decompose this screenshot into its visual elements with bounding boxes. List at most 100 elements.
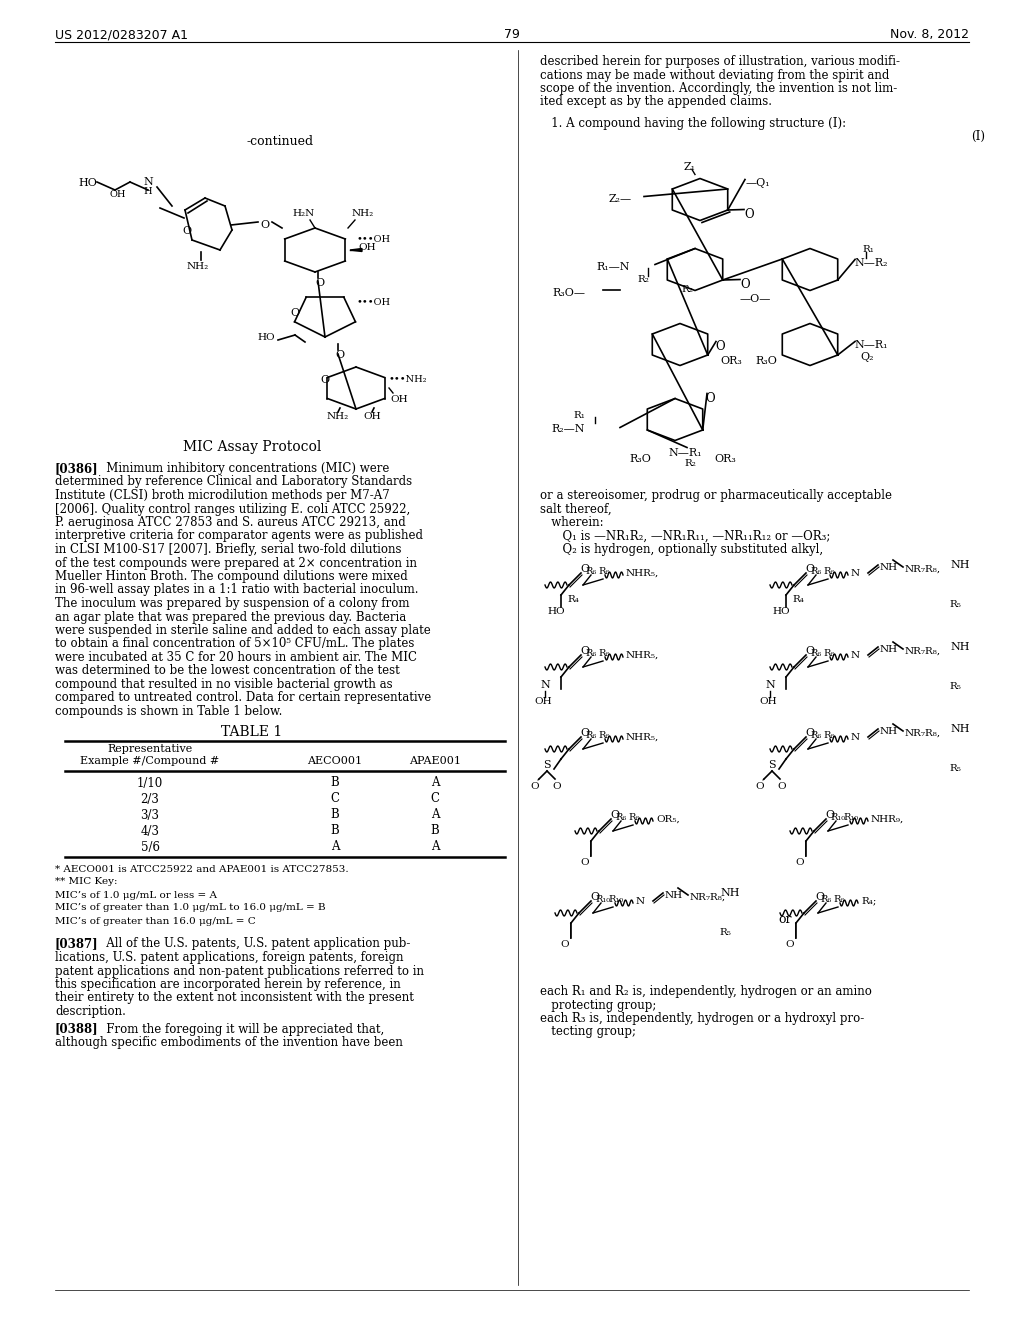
Text: were suspended in sterile saline and added to each assay plate: were suspended in sterile saline and add… [55,624,431,638]
Text: [2006]. Quality control ranges utilizing E. coli ATCC 25922,: [2006]. Quality control ranges utilizing… [55,503,411,516]
Text: From the foregoing it will be appreciated that,: From the foregoing it will be appreciate… [95,1023,384,1035]
Text: O: O [756,781,764,791]
Text: (I): (I) [971,129,985,143]
Text: R₆: R₆ [810,568,821,576]
Text: Q₂: Q₂ [860,352,873,363]
Text: O: O [806,645,814,656]
Text: OR₃: OR₃ [720,356,741,367]
Text: or: or [778,913,792,927]
Text: NH: NH [880,727,898,737]
Text: R₆: R₆ [823,649,835,657]
Text: N: N [851,651,860,660]
Text: 5/6: 5/6 [140,841,160,854]
Text: Nov. 8, 2012: Nov. 8, 2012 [890,28,969,41]
Text: O: O [581,729,590,738]
Text: O: O [796,858,804,867]
Text: in CLSI M100-S17 [2007]. Briefly, serial two-fold dilutions: in CLSI M100-S17 [2007]. Briefly, serial… [55,543,401,556]
Text: R₅: R₅ [949,601,961,609]
Text: NH: NH [720,888,739,898]
Text: 79: 79 [504,28,520,41]
Text: AECO001: AECO001 [307,756,362,767]
Text: •••OH: •••OH [356,298,390,308]
Text: R₁—N: R₁—N [597,261,630,272]
Text: R₅: R₅ [949,764,961,774]
Text: O: O [182,226,191,236]
Text: their entirety to the extent not inconsistent with the present: their entirety to the extent not inconsi… [55,991,414,1005]
Text: —O—: —O— [740,294,771,305]
Text: OH: OH [110,190,126,199]
Text: compared to untreated control. Data for certain representative: compared to untreated control. Data for … [55,692,431,705]
Text: R₆: R₆ [833,895,845,904]
Text: NR₇R₈,: NR₇R₈, [905,565,941,574]
Text: protecting group;: protecting group; [540,998,656,1011]
Text: R₁₀: R₁₀ [830,813,845,822]
Text: O: O [315,279,325,288]
Text: O: O [815,892,824,902]
Text: •••OH: •••OH [356,235,390,244]
Text: each R₁ and R₂ is, independently, hydrogen or an amino: each R₁ and R₂ is, independently, hydrog… [540,985,871,998]
Text: NR₇R₈,: NR₇R₈, [690,894,726,902]
Text: NH: NH [950,723,970,734]
Text: NH₂: NH₂ [186,261,209,271]
Text: N: N [851,733,860,742]
Text: interpretive criteria for comparator agents were as published: interpretive criteria for comparator age… [55,529,423,543]
Text: in 96-well assay plates in a 1:1 ratio with bacterial inoculum.: in 96-well assay plates in a 1:1 ratio w… [55,583,419,597]
Text: R₁₀: R₁₀ [843,813,858,822]
Text: HO: HO [78,178,97,187]
Text: wherein:: wherein: [540,516,603,529]
Text: O: O [591,892,600,902]
Text: R₆: R₆ [628,813,639,822]
Text: 3/3: 3/3 [140,808,160,821]
Text: R₃O: R₃O [629,454,651,465]
Text: R₆: R₆ [615,813,627,822]
Text: R₆: R₆ [810,649,821,657]
Text: A: A [431,808,439,821]
Text: R₅: R₅ [719,928,731,937]
Text: ited except as by the appended claims.: ited except as by the appended claims. [540,95,772,108]
Text: APAE001: APAE001 [409,756,461,767]
Text: O: O [581,858,590,867]
Text: B: B [331,808,339,821]
Text: OH: OH [358,243,376,252]
Text: MIC’s of greater than 16.0 μg/mL = C: MIC’s of greater than 16.0 μg/mL = C [55,916,256,925]
Text: O: O [530,781,540,791]
Text: * AECO001 is ATCC25922 and APAE001 is ATCC27853.: * AECO001 is ATCC25922 and APAE001 is AT… [55,865,348,874]
Text: NH₂: NH₂ [327,412,349,421]
Text: NHR₅,: NHR₅, [626,651,659,660]
Text: A: A [431,776,439,789]
Text: Institute (CLSI) broth microdilution methods per M7-A7: Institute (CLSI) broth microdilution met… [55,488,390,502]
Text: S: S [543,760,551,770]
Text: R₄;: R₄; [861,896,877,906]
Text: NR₇R₈,: NR₇R₈, [905,647,941,656]
Text: an agar plate that was prepared the previous day. Bacteria: an agar plate that was prepared the prev… [55,610,407,623]
Text: R₃O—: R₃O— [552,288,585,297]
Text: 1/10: 1/10 [137,776,163,789]
Text: R₂: R₂ [681,285,693,293]
Text: of the test compounds were prepared at 2× concentration in: of the test compounds were prepared at 2… [55,557,417,569]
Text: R₆: R₆ [585,649,596,657]
Text: MIC Assay Protocol: MIC Assay Protocol [183,440,322,454]
Polygon shape [350,248,362,252]
Text: ** MIC Key:: ** MIC Key: [55,878,118,887]
Text: R₂: R₂ [684,459,696,469]
Text: HO: HO [772,607,790,616]
Text: O: O [785,940,795,949]
Text: R₆: R₆ [598,731,609,741]
Text: C: C [430,792,439,805]
Text: description.: description. [55,1005,126,1018]
Text: determined by reference Clinical and Laboratory Standards: determined by reference Clinical and Lab… [55,475,412,488]
Text: HO: HO [547,607,564,616]
Text: lications, U.S. patent applications, foreign patents, foreign: lications, U.S. patent applications, for… [55,950,403,964]
Text: O: O [744,207,754,220]
Text: R₁: R₁ [862,244,873,253]
Text: R₆: R₆ [585,568,596,576]
Text: O: O [291,308,300,318]
Text: O: O [553,781,561,791]
Text: [0386]: [0386] [55,462,98,475]
Text: O: O [336,350,344,360]
Text: OR₅,: OR₅, [656,814,680,824]
Text: [0388]: [0388] [55,1023,98,1035]
Text: Mueller Hinton Broth. The compound dilutions were mixed: Mueller Hinton Broth. The compound dilut… [55,570,408,583]
Text: O: O [561,940,569,949]
Text: compound that resulted in no visible bacterial growth as: compound that resulted in no visible bac… [55,678,392,690]
